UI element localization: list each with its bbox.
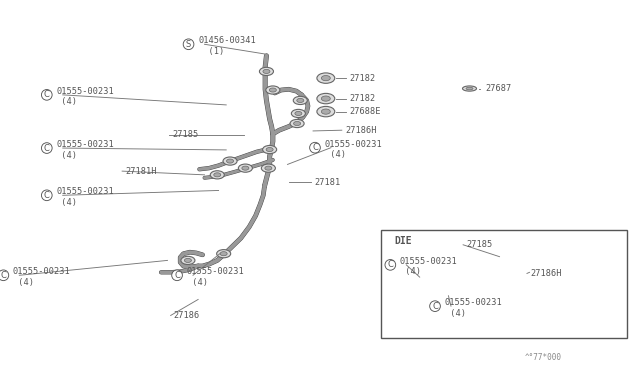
Ellipse shape: [466, 87, 473, 90]
Text: 27688E: 27688E: [349, 107, 381, 116]
Text: C: C: [174, 271, 180, 280]
Circle shape: [220, 251, 227, 256]
Circle shape: [238, 164, 252, 172]
Circle shape: [321, 96, 330, 101]
Circle shape: [263, 69, 270, 74]
Circle shape: [217, 250, 230, 258]
Text: 01555-00231
 (4): 01555-00231 (4): [56, 140, 114, 160]
Circle shape: [184, 258, 191, 263]
Circle shape: [262, 145, 276, 154]
Text: 27182: 27182: [349, 94, 376, 103]
Text: 27186: 27186: [174, 311, 200, 320]
Text: 01555-00231
 (4): 01555-00231 (4): [187, 267, 244, 287]
Text: C: C: [1, 271, 6, 280]
Text: 01555-00231
 (4): 01555-00231 (4): [13, 267, 70, 287]
Circle shape: [297, 99, 304, 103]
Circle shape: [295, 112, 302, 115]
Circle shape: [291, 109, 305, 118]
Text: 01555-00231
 (4): 01555-00231 (4): [56, 87, 114, 106]
Circle shape: [321, 76, 330, 81]
Text: ^°77*000: ^°77*000: [525, 353, 562, 362]
Text: C: C: [44, 90, 50, 99]
Text: C: C: [432, 302, 438, 311]
Bar: [381, 230, 627, 338]
Circle shape: [266, 148, 273, 152]
Circle shape: [265, 166, 272, 170]
Circle shape: [211, 171, 224, 179]
Circle shape: [266, 86, 280, 94]
Text: 01555-00231
 (4): 01555-00231 (4): [56, 187, 114, 207]
Circle shape: [420, 274, 433, 282]
Text: 27181: 27181: [314, 178, 340, 187]
Circle shape: [227, 159, 234, 163]
Circle shape: [423, 276, 429, 280]
Text: 27687: 27687: [486, 84, 512, 93]
Ellipse shape: [463, 86, 477, 91]
Circle shape: [321, 109, 330, 114]
Circle shape: [242, 166, 249, 170]
Circle shape: [317, 93, 335, 104]
Text: 27182: 27182: [349, 74, 376, 83]
Circle shape: [181, 256, 195, 264]
Circle shape: [261, 164, 275, 172]
Circle shape: [259, 67, 273, 76]
Circle shape: [317, 106, 335, 117]
Text: 27186H: 27186H: [530, 269, 562, 278]
Circle shape: [509, 266, 527, 277]
Circle shape: [223, 157, 237, 165]
Text: C: C: [387, 260, 393, 269]
Text: C: C: [312, 143, 318, 152]
Circle shape: [294, 121, 301, 126]
Circle shape: [293, 96, 307, 105]
Text: 01555-00231
 (4): 01555-00231 (4): [400, 257, 458, 276]
Text: C: C: [44, 191, 50, 200]
Text: DIE: DIE: [394, 236, 412, 246]
Circle shape: [514, 269, 523, 274]
Text: 01555-00231
 (4): 01555-00231 (4): [445, 298, 502, 318]
Text: 27186H: 27186H: [345, 126, 376, 135]
Circle shape: [269, 88, 276, 92]
Text: C: C: [44, 144, 50, 153]
Text: 27185: 27185: [467, 240, 493, 249]
Circle shape: [214, 173, 221, 177]
Text: 01555-00231
 (4): 01555-00231 (4): [324, 140, 382, 159]
Circle shape: [290, 119, 304, 128]
Circle shape: [317, 73, 335, 83]
Text: 27181H: 27181H: [125, 167, 157, 176]
Text: S: S: [186, 40, 191, 49]
Text: 01456-00341
  (1): 01456-00341 (1): [198, 36, 256, 56]
Text: 27185: 27185: [173, 130, 199, 139]
